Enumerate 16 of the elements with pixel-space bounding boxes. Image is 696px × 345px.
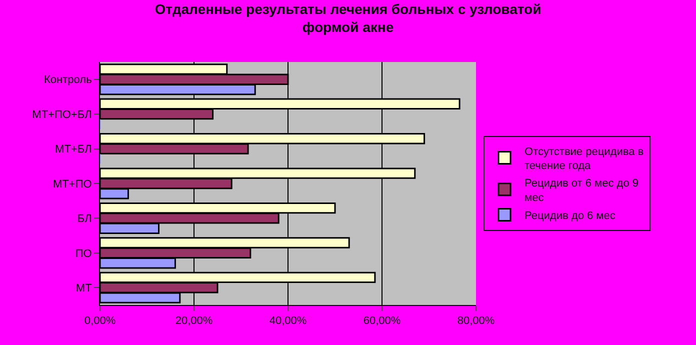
y-tick-label: БЛ	[77, 213, 92, 226]
legend-label: Рецидив до 6 мес	[524, 210, 616, 222]
x-tick-label: 80,00%	[457, 315, 495, 328]
x-tick-label: 40,00%	[269, 315, 307, 328]
legend-label: Рецидив от 6 мес до 9 мес	[524, 178, 639, 204]
y-tick-label: МТ+ПО	[53, 178, 92, 190]
x-tick-label: 60,00%	[363, 315, 401, 328]
x-tick-label: 0,00%	[84, 315, 116, 328]
y-tick-label: МТ	[76, 282, 92, 294]
chart-title: Отдаленные результаты лечения больных с узловатой формой акне	[154, 0, 542, 35]
legend-label: Отсутствие рецидива в течение года	[524, 146, 644, 172]
x-tick-label: 20,00%	[175, 315, 213, 328]
y-tick-label: Контроль	[44, 74, 92, 86]
y-tick-label: ПО	[75, 248, 92, 260]
y-tick-label: МТ+БЛ	[55, 144, 92, 156]
y-tick-label: МТ+ПО+БЛ	[32, 108, 92, 121]
